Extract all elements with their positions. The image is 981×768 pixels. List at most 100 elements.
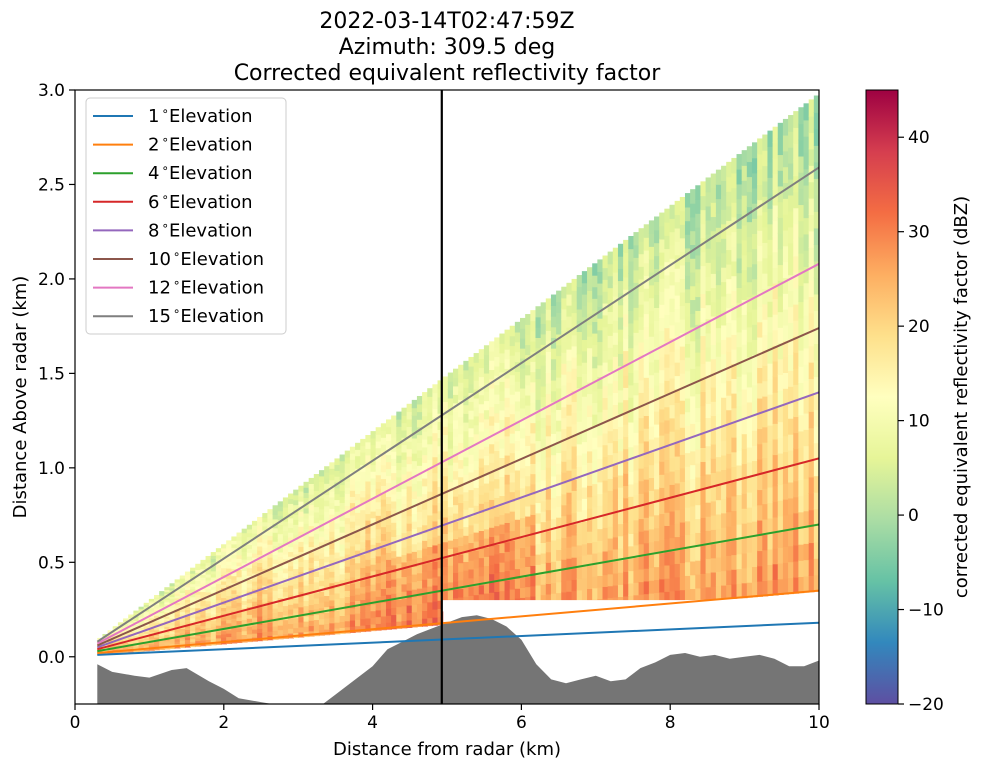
title-line-3: Corrected equivalent reflectivity factor: [234, 61, 662, 86]
field-cell: [210, 638, 217, 643]
field-cell: [715, 470, 722, 486]
field-cell: [643, 351, 650, 366]
field-cell: [463, 561, 470, 571]
field-cell: [303, 620, 310, 627]
field-cell: [154, 633, 160, 636]
field-cell: [473, 397, 480, 408]
field-cell: [148, 634, 155, 638]
field-cell: [396, 454, 403, 463]
field-cell: [380, 498, 387, 507]
field-cell: [746, 491, 753, 508]
field-cell: [370, 537, 377, 545]
field-cell: [700, 293, 707, 309]
field-cell: [195, 569, 202, 573]
field-cell: [731, 304, 738, 321]
field-cell: [695, 379, 702, 395]
field-cell: [684, 329, 691, 344]
field-cell: [731, 422, 738, 438]
field-cell: [530, 463, 537, 475]
field-cell: [592, 344, 599, 357]
field-cell: [385, 614, 392, 623]
field-cell: [731, 554, 738, 570]
field-cell: [556, 355, 563, 367]
field-cell: [514, 430, 521, 441]
field-cell: [700, 195, 707, 211]
field-cell: [715, 399, 722, 415]
field-cell: [793, 528, 800, 546]
field-cell: [808, 263, 815, 281]
field-cell: [298, 576, 305, 583]
field-cell: [463, 587, 470, 597]
field-cell: [200, 568, 207, 573]
field-cell: [736, 405, 743, 422]
field-cell: [556, 312, 563, 324]
field-cell: [633, 357, 640, 371]
field-cell: [473, 353, 480, 363]
field-cell: [489, 517, 496, 528]
field-cell: [236, 576, 243, 581]
field-cell: [788, 386, 795, 403]
field-cell: [782, 277, 789, 294]
field-cell: [788, 497, 795, 515]
field-cell: [803, 201, 810, 219]
field-cell: [138, 609, 145, 612]
field-cell: [262, 580, 269, 586]
field-cell: [164, 609, 171, 613]
field-cell: [705, 473, 712, 489]
field-cell: [385, 426, 392, 435]
field-cell: [483, 418, 490, 429]
field-cell: [721, 483, 728, 499]
field-cell: [808, 427, 815, 445]
field-cell: [674, 469, 681, 484]
field-cell: [767, 424, 774, 442]
field-cell: [267, 543, 274, 550]
field-cell: [360, 579, 367, 588]
field-cell: [525, 546, 532, 557]
field-cell: [401, 422, 408, 431]
field-cell: [324, 533, 331, 540]
field-cell: [576, 319, 583, 332]
field-cell: [303, 625, 310, 632]
field-cell: [664, 551, 671, 566]
field-cell: [545, 572, 552, 584]
field-cell: [267, 565, 274, 571]
field-cell: [623, 252, 630, 266]
field-cell: [602, 290, 609, 304]
field-cell: [530, 514, 537, 526]
field-cell: [437, 608, 444, 618]
field-cell: [587, 485, 593, 498]
field-cell: [396, 418, 403, 427]
field-cell: [700, 223, 707, 239]
field-cell: [772, 204, 779, 222]
field-cell: [329, 611, 336, 618]
field-cell: [715, 241, 722, 257]
field-cell: [715, 513, 722, 529]
field-cell: [509, 345, 516, 356]
field-cell: [695, 559, 702, 575]
field-cell: [344, 450, 351, 458]
field-cell: [499, 352, 506, 363]
field-cell: [550, 422, 557, 434]
field-cell: [782, 261, 789, 279]
field-cell: [540, 312, 547, 324]
field-cell: [721, 295, 728, 312]
field-cell: [288, 527, 294, 533]
field-cell: [215, 592, 222, 597]
series-line-10-deg: [96, 327, 819, 647]
field-cell: [432, 448, 439, 458]
field-cell: [391, 614, 398, 623]
field-cell: [751, 218, 758, 234]
field-cell: [561, 450, 568, 462]
field-cell: [241, 626, 248, 632]
field-cell: [530, 422, 537, 434]
field-cell: [788, 210, 795, 228]
field-cell: [700, 265, 707, 281]
field-cell: [437, 380, 444, 390]
field-cell: [757, 153, 764, 170]
field-cell: [638, 543, 645, 557]
field-cell: [128, 617, 135, 620]
field-cell: [112, 648, 119, 651]
field-cell: [380, 505, 387, 514]
field-cell: [251, 532, 258, 538]
field-cell: [674, 308, 681, 323]
